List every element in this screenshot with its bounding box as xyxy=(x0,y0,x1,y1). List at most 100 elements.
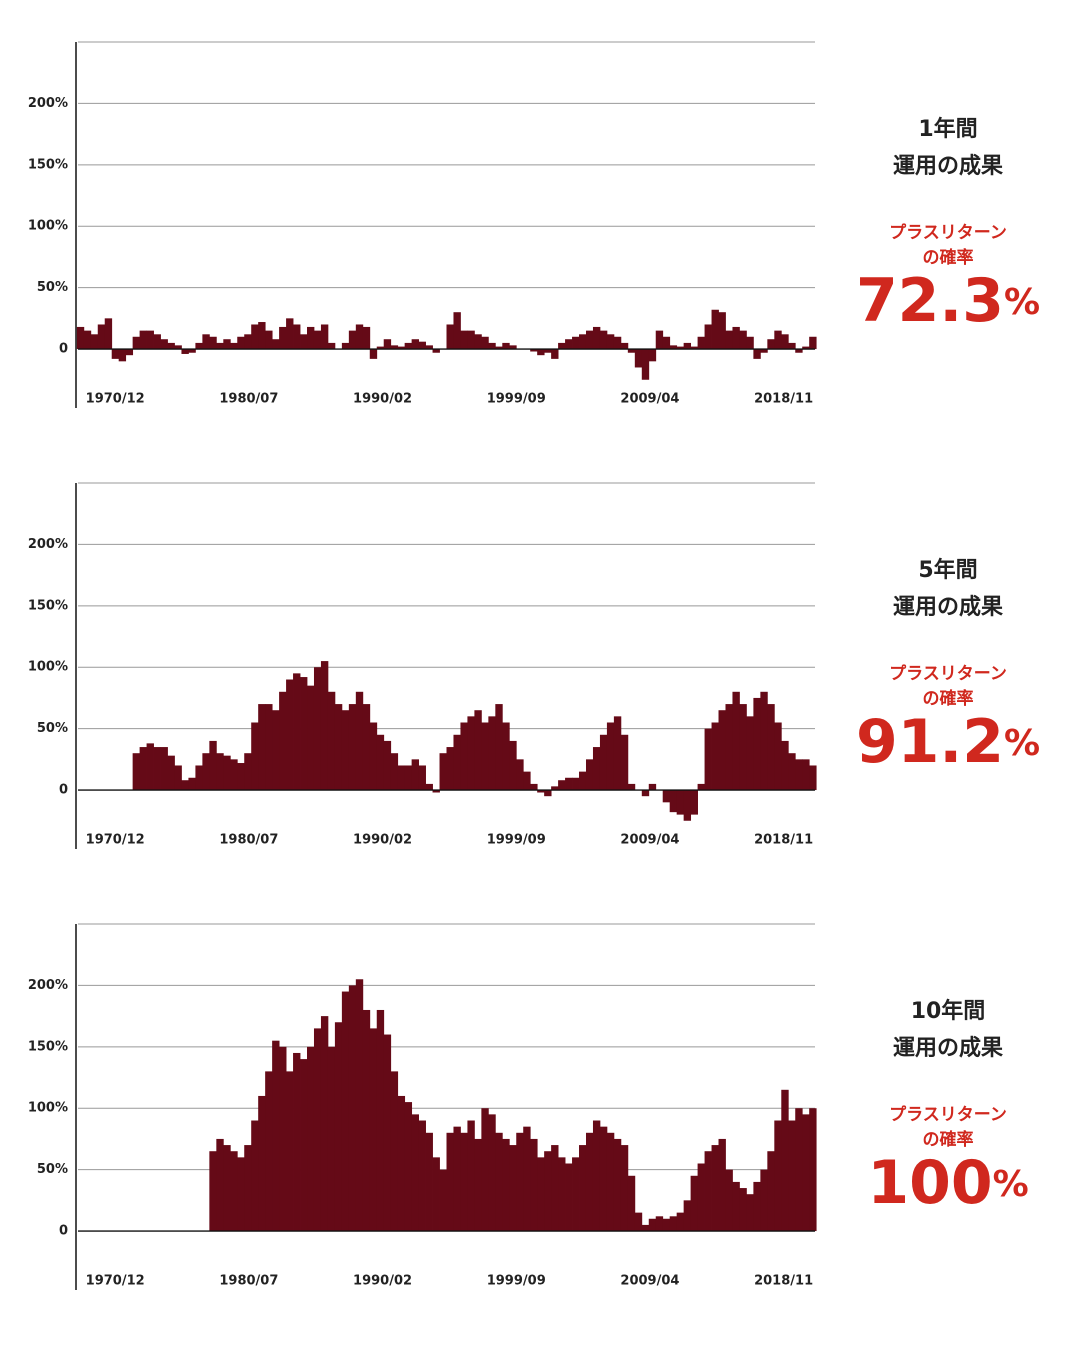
bar xyxy=(362,326,371,350)
bar xyxy=(718,710,726,791)
bar xyxy=(662,790,671,803)
bar xyxy=(341,710,350,791)
bar xyxy=(265,704,273,791)
bar xyxy=(481,722,489,791)
bar xyxy=(795,1108,803,1232)
bar xyxy=(397,765,406,791)
bar xyxy=(307,326,315,350)
bar xyxy=(216,1138,224,1232)
heading: 運用の成果 xyxy=(893,595,1003,620)
bar xyxy=(509,740,517,791)
x-tick-label: 2018/11 xyxy=(754,392,813,407)
bar xyxy=(502,342,510,350)
bar xyxy=(467,330,475,350)
bar xyxy=(795,759,803,791)
y-tick-label: 200% xyxy=(28,537,68,552)
bar xyxy=(300,334,308,350)
y-tick-label: 150% xyxy=(28,1039,68,1054)
bar xyxy=(544,790,552,797)
bar xyxy=(579,771,587,791)
bar xyxy=(244,1145,252,1232)
bar xyxy=(467,1120,475,1232)
bar xyxy=(523,1126,531,1232)
bar xyxy=(509,345,517,350)
y-tick-label: 50% xyxy=(37,1162,68,1177)
bar xyxy=(725,704,733,791)
bar xyxy=(237,763,245,791)
x-tick-label: 1990/02 xyxy=(353,833,412,848)
bar xyxy=(788,753,796,791)
bar xyxy=(418,341,426,350)
bar xyxy=(592,326,601,350)
bar xyxy=(313,667,322,791)
bar xyxy=(613,336,622,350)
bar xyxy=(390,753,399,791)
bar xyxy=(244,334,252,350)
bar xyxy=(781,1089,789,1232)
bar xyxy=(530,1138,538,1232)
bar xyxy=(460,722,468,791)
bar xyxy=(676,790,685,815)
bar xyxy=(725,1169,733,1232)
x-tick-label: 1970/12 xyxy=(86,833,145,848)
bar xyxy=(648,1218,657,1232)
stat-label: の確率 xyxy=(923,688,974,709)
chart: 0 50% 100% 150% 200% 1970/12 1980/07 1990/02 199… xyxy=(28,482,1040,849)
stat: 72.3% xyxy=(856,266,1040,336)
bar xyxy=(355,691,364,791)
bar xyxy=(265,1071,273,1232)
bar xyxy=(599,1126,608,1232)
bar xyxy=(606,334,615,350)
bar xyxy=(286,679,294,791)
stat-label: プラスリターン xyxy=(889,222,1007,243)
bar xyxy=(495,346,503,350)
bar xyxy=(320,661,329,791)
bar xyxy=(376,734,385,791)
x-tick-label: 2009/04 xyxy=(620,392,679,407)
bar xyxy=(474,710,482,791)
bar xyxy=(279,326,287,350)
bar xyxy=(251,722,259,791)
bar xyxy=(453,734,461,791)
bar xyxy=(230,1151,238,1232)
bar xyxy=(516,759,524,791)
bar xyxy=(111,349,120,359)
bar xyxy=(697,336,705,350)
y-tick-label: 100% xyxy=(28,660,68,675)
stat-value: 100 xyxy=(867,1148,992,1218)
bar xyxy=(662,336,671,350)
stat-unit: % xyxy=(1004,723,1040,764)
bar xyxy=(404,342,413,350)
stat-label: の確率 xyxy=(923,1129,974,1150)
bar xyxy=(537,1157,545,1232)
bar xyxy=(669,1216,678,1232)
bar xyxy=(411,1114,420,1232)
x-tick-label: 1970/12 xyxy=(86,1274,145,1289)
bar xyxy=(495,1132,503,1232)
bar xyxy=(334,1022,343,1232)
bar xyxy=(802,1114,810,1232)
bar xyxy=(153,334,161,350)
bar xyxy=(376,1009,385,1232)
bar xyxy=(572,336,580,350)
bar xyxy=(460,1132,468,1232)
bar xyxy=(188,349,196,353)
stat-label: の確率 xyxy=(923,247,974,268)
bar xyxy=(348,704,357,791)
bar xyxy=(251,324,259,350)
bar xyxy=(313,330,322,350)
bar xyxy=(572,1157,580,1232)
bar xyxy=(572,777,580,791)
bar xyxy=(711,309,719,350)
bar xyxy=(544,349,552,353)
bar xyxy=(802,759,810,791)
bar xyxy=(223,339,231,350)
bar xyxy=(565,339,573,350)
stat-unit: % xyxy=(993,1164,1029,1205)
bar xyxy=(641,790,650,797)
bar xyxy=(802,346,810,350)
bar xyxy=(355,324,364,350)
bar xyxy=(669,345,678,350)
bar xyxy=(718,312,726,350)
